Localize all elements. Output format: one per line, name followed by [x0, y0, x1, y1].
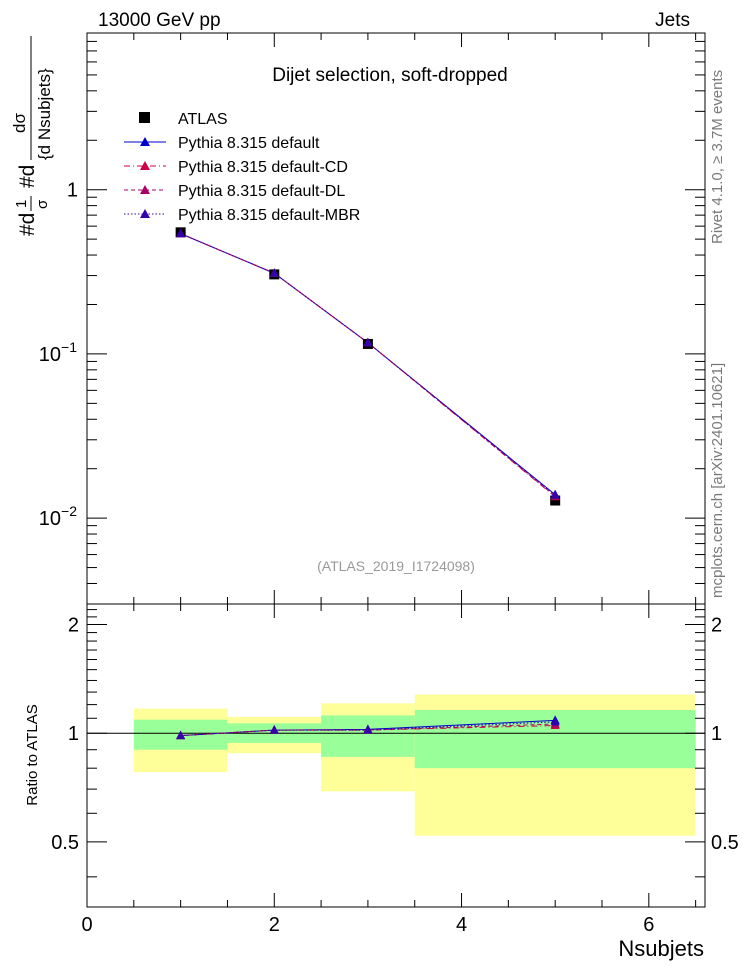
x-tick-label: 6 — [643, 914, 654, 936]
main-series-line — [180, 233, 556, 496]
ratio-y-tick-label-right: 0.5 — [711, 832, 739, 854]
legend-marker-triangle — [140, 209, 150, 218]
mc-data-point — [176, 228, 186, 238]
legend-label: Pythia 8.315 default-MBR — [178, 207, 360, 224]
legend-marker-square — [139, 112, 150, 123]
atlas-data-point — [550, 495, 561, 506]
x-tick-label: 2 — [269, 914, 280, 936]
analysis-label: (ATLAS_2019_I1724098) — [317, 558, 475, 574]
legend-label: ATLAS — [178, 111, 228, 128]
main-series-line — [180, 233, 556, 497]
ratio-y-axis-label: Ratio to ATLAS — [24, 704, 41, 805]
header-left-label: 13000 GeV pp — [98, 10, 221, 31]
svg-text:#d: #d — [16, 165, 39, 188]
legend-item: Pythia 8.315 default — [124, 135, 320, 152]
legend-marker-triangle — [140, 185, 150, 194]
x-tick-label: 4 — [456, 914, 467, 936]
mc-data-point — [363, 337, 373, 347]
svg-text:dσ: dσ — [10, 113, 29, 133]
mc-data-point — [269, 268, 279, 277]
rivet-version-label: Rivet 4.1.0, ≥ 3.7M events — [709, 70, 726, 244]
legend-marker-triangle — [140, 161, 150, 170]
ratio-y-tick-label: 2 — [68, 615, 79, 637]
legend-label: Pythia 8.315 default-CD — [178, 159, 348, 176]
x-tick-label: 0 — [81, 914, 92, 936]
header-right-label: Jets — [655, 10, 690, 31]
svg-text:{d Nsubjets}: {d Nsubjets} — [35, 68, 54, 160]
legend-marker-triangle — [140, 137, 150, 146]
main-y-axis-label: #d 1 σ #d dσ {d Nsubjets} — [10, 36, 54, 236]
ratio-y-tick-label-right: 1 — [711, 723, 722, 745]
legend-item: Pythia 8.315 default-DL — [124, 183, 345, 200]
legend-label: Pythia 8.315 default — [178, 135, 320, 152]
main-y-tick-label: 1 — [67, 180, 78, 202]
legend-item: Pythia 8.315 default-MBR — [124, 207, 360, 224]
ratio-data-point — [363, 725, 373, 734]
main-series-line — [180, 233, 556, 496]
svg-text:1: 1 — [13, 200, 30, 208]
x-axis-label: Nsubjets — [618, 936, 704, 961]
ratio-inner-band — [321, 715, 415, 757]
ratio-series-line — [180, 721, 556, 737]
ratio-y-tick-label: 1 — [68, 723, 79, 745]
ratio-plot-frame — [86, 603, 706, 908]
svg-text:σ: σ — [34, 199, 51, 209]
ratio-data-point — [176, 730, 186, 740]
ratio-y-tick-label-right: 2 — [711, 615, 722, 637]
main-series-line — [180, 233, 556, 498]
mc-data-point — [550, 490, 560, 499]
mcplots-reference-label: mcplots.cern.ch [arXiv:2401.10621] — [709, 363, 726, 598]
ratio-data-point — [269, 725, 279, 734]
legend-label: Pythia 8.315 default-DL — [178, 183, 345, 200]
main-y-tick-label: 10−1 — [39, 339, 77, 366]
legend: ATLAS Pythia 8.315 default Pythia 8.315 de… — [124, 111, 360, 224]
legend-item: ATLAS — [139, 111, 228, 128]
svg-text:#d: #d — [16, 213, 39, 236]
ratio-data-point — [550, 716, 560, 726]
chart-title: Dijet selection, soft-dropped — [272, 65, 508, 86]
ratio-y-tick-label: 0.5 — [51, 832, 79, 854]
main-y-tick-label: 10−2 — [39, 503, 77, 530]
legend-item: Pythia 8.315 default-CD — [124, 159, 348, 176]
